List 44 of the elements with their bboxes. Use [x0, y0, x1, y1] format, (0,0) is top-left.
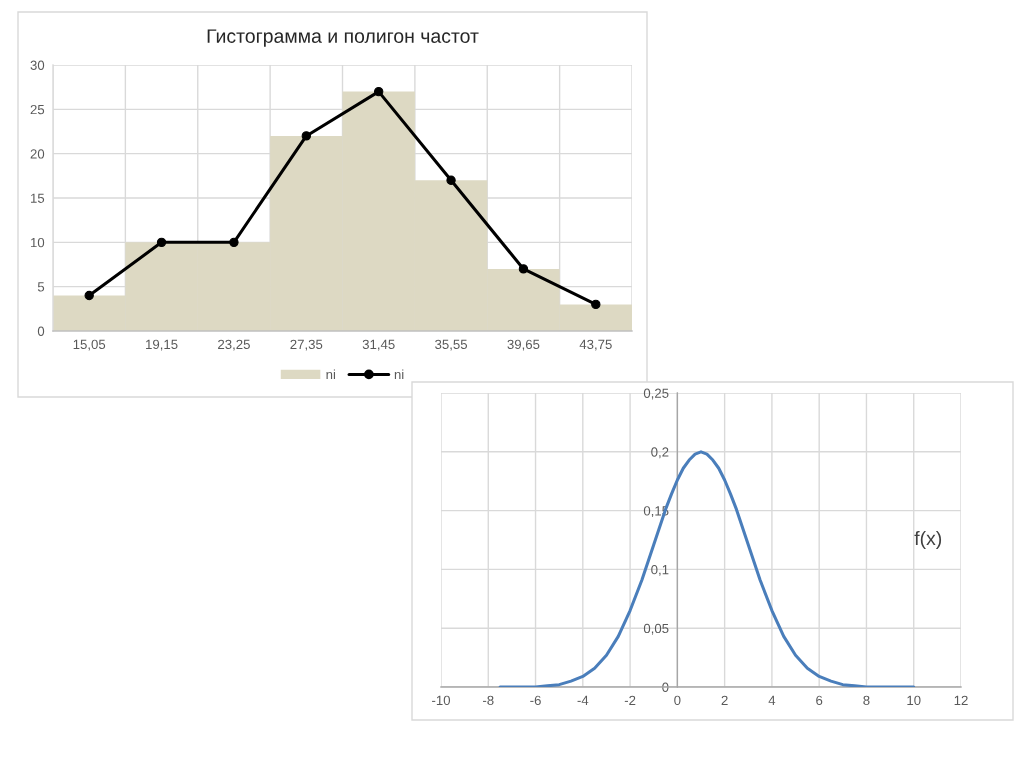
x-tick-label: -8 — [482, 695, 494, 706]
x-tick-label: 31,45 — [362, 339, 395, 351]
y-tick-label: 0 — [37, 326, 45, 336]
point — [374, 86, 384, 97]
x-tick-label: 6 — [816, 695, 823, 706]
x-tick-label: 2 — [721, 695, 728, 705]
x-tick-label: 43,75 — [579, 339, 612, 351]
x-tick-label: -2 — [624, 695, 636, 705]
x-tick-label: 8 — [863, 695, 870, 706]
point — [229, 237, 239, 248]
y-tick-label: 25 — [30, 104, 45, 115]
x-tick-label: 19,15 — [146, 339, 178, 351]
x-tick-label: 39,65 — [507, 339, 540, 351]
point — [156, 237, 167, 248]
x-tick-label: 0 — [674, 695, 681, 706]
y-tick-label: 10 — [31, 237, 45, 248]
x-tick-label: 23,25 — [218, 339, 250, 351]
x-tick-label: 4 — [768, 695, 776, 705]
x-tick-label: -6 — [530, 695, 541, 706]
x-tick-label: 10 — [907, 695, 921, 706]
y-tick-label: 0,05 — [643, 623, 669, 635]
y-tick-label: 0,25 — [643, 388, 669, 400]
x-tick-label: 12 — [954, 695, 968, 705]
y-tick-label: 0,1 — [651, 564, 669, 576]
x-tick-label: -10 — [432, 695, 451, 706]
y-tick-label: 20 — [30, 149, 45, 159]
x-tick-label: -4 — [577, 695, 589, 705]
legend-label: ni — [394, 369, 404, 380]
x-tick-label: 15,05 — [73, 339, 106, 351]
y-tick-label: 15 — [31, 193, 45, 203]
point — [84, 290, 94, 301]
point — [518, 264, 529, 274]
y-tick-label: 5 — [37, 282, 45, 292]
point — [301, 131, 311, 141]
point — [446, 175, 456, 185]
y-axis-title: f(x) — [914, 530, 942, 550]
legend-label: ni — [326, 369, 336, 380]
y-tick-label: 0,2 — [651, 447, 669, 459]
y-tick-label: 0 — [662, 682, 669, 692]
chart-title: Гистограмма и полигон частот — [207, 29, 479, 47]
x-tick-label: 27,35 — [290, 339, 323, 351]
y-tick-label: 30 — [30, 60, 45, 70]
point — [591, 299, 601, 310]
x-tick-label: 35,55 — [435, 339, 468, 351]
